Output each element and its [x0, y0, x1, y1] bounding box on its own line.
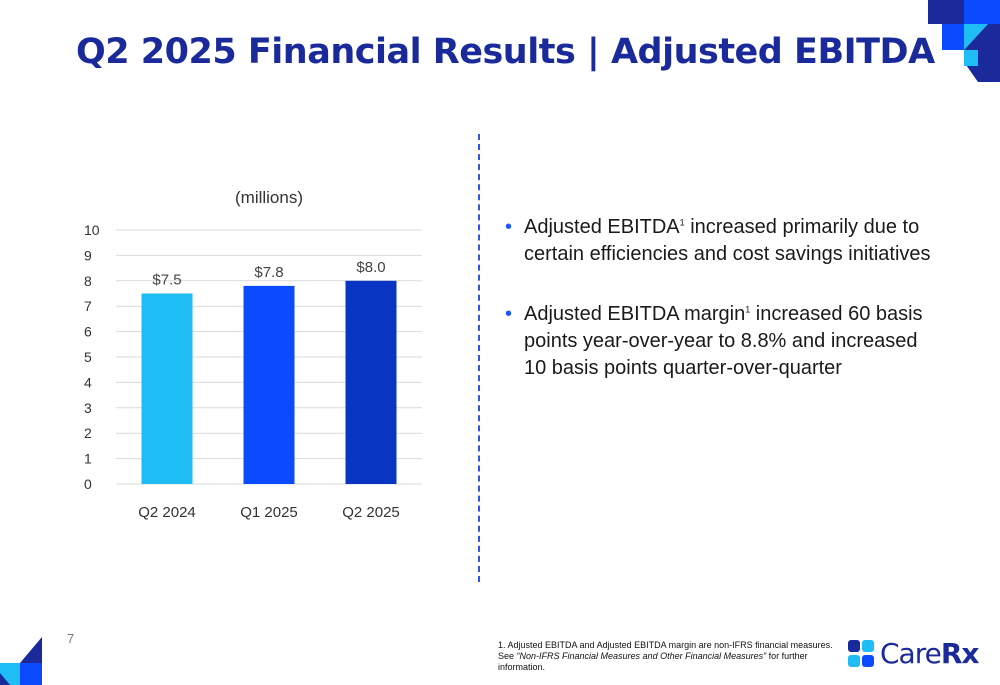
chart-subtitle: (millions) — [235, 188, 303, 207]
bullet-list: • Adjusted EBITDA1 increased primarily du… — [505, 214, 945, 382]
data-label: $8.0 — [356, 259, 385, 276]
bullet-text: increased 60 basis points year-over-year… — [524, 303, 923, 379]
y-tick-label: 8 — [84, 273, 92, 289]
adjusted-ebitda-bar-chart: (millions) 0 1 2 3 4 5 6 7 8 9 10 $7.5 Q2 2024 $7.8 Q1 … — [84, 188, 422, 521]
y-tick-label: 3 — [84, 400, 92, 416]
bullet-icon: • — [505, 303, 513, 325]
bullet-icon: • — [505, 216, 513, 238]
footnote-ref: 1 — [679, 217, 685, 228]
logo-text-rx: Rx — [940, 637, 980, 670]
footnote-line: See “Non-IFRS Financial Measures and Oth… — [498, 651, 843, 673]
footnote-see: See — [498, 651, 517, 661]
logo-text-care: Care — [880, 637, 942, 670]
bar — [243, 285, 295, 484]
carerx-logo-icon — [848, 639, 874, 667]
bullet-item: • Adjusted EBITDA1 increased primarily du… — [505, 214, 945, 268]
y-tick-label: 4 — [84, 374, 92, 390]
y-tick-label: 10 — [84, 222, 100, 238]
carerx-logo: CareRx — [848, 637, 980, 670]
y-tick-label: 7 — [84, 298, 92, 314]
x-tick-label: Q2 2024 — [138, 504, 196, 521]
y-tick-label: 5 — [84, 349, 92, 365]
y-tick-label: 1 — [84, 451, 92, 467]
footnote-rest: for further information. — [498, 651, 808, 672]
bullet-item: • Adjusted EBITDA margin1 increased 60 ba… — [505, 301, 945, 382]
page-number: 7 — [67, 631, 75, 646]
bullet-lead: Adjusted EBITDA margin — [524, 303, 746, 325]
x-tick-label: Q2 2025 — [342, 504, 400, 521]
bar — [345, 280, 397, 484]
x-tick-label: Q1 2025 — [240, 504, 298, 521]
footnote-line: 1. Adjusted EBITDA and Adjusted EBITDA m… — [498, 640, 833, 650]
logo-text: CareRx — [880, 637, 980, 670]
y-tick-label: 6 — [84, 324, 92, 340]
data-label: $7.5 — [152, 272, 181, 289]
y-tick-label: 0 — [84, 476, 92, 492]
data-label: $7.8 — [254, 264, 283, 281]
bullet-lead: Adjusted EBITDA — [524, 216, 680, 238]
decorative-squares-icon — [928, 0, 1000, 82]
bullet-text: increased primarily due to certain effic… — [524, 216, 931, 265]
footnote: 1. Adjusted EBITDA and Adjusted EBITDA m… — [498, 640, 843, 673]
footnote-reference-title: “Non-IFRS Financial Measures and Other F… — [516, 651, 767, 661]
decorative-squares-icon — [0, 637, 42, 685]
dashed-divider — [478, 134, 480, 582]
y-tick-label: 9 — [84, 247, 92, 263]
bar — [141, 293, 193, 484]
footnote-ref: 1 — [745, 304, 751, 315]
page-title: Q2 2025 Financial Results | Adjusted EBI… — [76, 32, 935, 72]
y-tick-label: 2 — [84, 425, 92, 441]
